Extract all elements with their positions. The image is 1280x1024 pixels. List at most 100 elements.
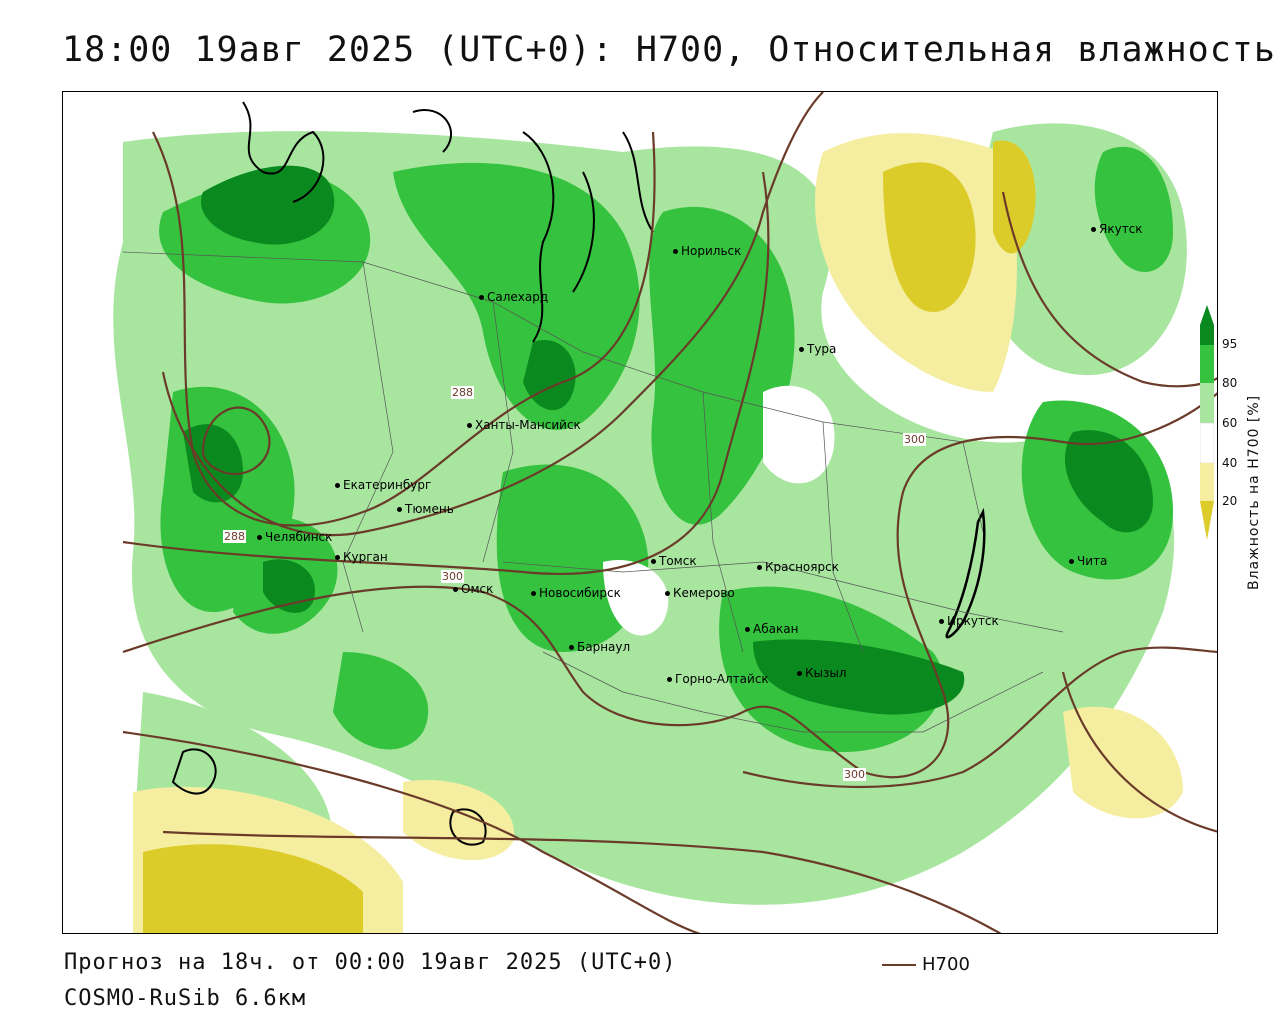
city-marker — [453, 587, 458, 592]
model-info: COSMO-RuSib 6.6км — [64, 986, 307, 1011]
humidity-field-medium — [393, 162, 640, 430]
humidity-field-dark — [183, 424, 243, 503]
city-label: Новосибирск — [531, 586, 621, 600]
city-marker — [797, 671, 802, 676]
city-marker — [673, 249, 678, 254]
city-name: Тура — [807, 342, 837, 356]
colorbar-segment — [1200, 501, 1214, 540]
colorbar-tick: 40 — [1222, 456, 1238, 470]
humidity-field-dark — [753, 639, 965, 715]
city-marker — [531, 591, 536, 596]
city-marker — [257, 535, 262, 540]
city-name: Абакан — [753, 622, 799, 636]
region-borders — [122, 251, 1064, 733]
colorbar-segment — [1200, 345, 1214, 383]
colorbar-tick: 95 — [1222, 337, 1238, 351]
city-name: Красноярск — [765, 560, 839, 574]
city-marker — [665, 591, 670, 596]
city-name: Тюмень — [405, 502, 454, 516]
forecast-info: Прогноз на 18ч. от 00:00 19авг 2025 (UTC… — [64, 950, 677, 975]
city-label: Барнаул — [569, 640, 630, 654]
humidity-field-dark — [201, 165, 335, 245]
dry-field — [143, 844, 363, 933]
city-marker — [939, 619, 944, 624]
city-name: Иркутск — [947, 614, 999, 628]
isoline-label: 300 — [843, 768, 866, 781]
isoline-label: 288 — [451, 386, 474, 399]
city-label: Абакан — [745, 622, 798, 636]
colorbar-tick: 20 — [1222, 494, 1238, 508]
city-marker — [745, 627, 750, 632]
humidity-field-dark — [263, 559, 315, 613]
city-label: Кызыл — [797, 666, 847, 680]
contour-legend-swatch — [882, 964, 916, 966]
city-name: Кызыл — [805, 666, 847, 680]
city-name: Барнаул — [577, 640, 631, 654]
h700-contour — [122, 171, 770, 575]
city-label: Кемерово — [665, 586, 735, 600]
h700-contour — [1001, 191, 1217, 388]
city-marker — [569, 645, 574, 650]
city-label: Ханты-Мансийск — [467, 418, 581, 432]
city-label: Красноярск — [757, 560, 839, 574]
city-label: Омск — [453, 582, 493, 596]
h700-contour — [152, 131, 656, 527]
h700-contour — [161, 92, 824, 537]
dry-field-light — [1063, 706, 1183, 819]
city-marker — [479, 295, 484, 300]
city-marker — [335, 555, 340, 560]
h700-contour — [1061, 671, 1217, 833]
low-humidity-area — [603, 560, 669, 636]
city-label: Горно-Алтайск — [667, 672, 769, 686]
city-marker — [757, 565, 762, 570]
lake-baikal — [945, 507, 986, 639]
city-label: Курган — [335, 550, 388, 564]
coastline — [242, 101, 654, 343]
aral-sea — [449, 808, 487, 846]
colorbar-segment — [1200, 463, 1214, 501]
isoline-label: 300 — [441, 570, 464, 583]
city-marker — [1069, 559, 1074, 564]
colorbar-tick: 60 — [1222, 416, 1238, 430]
city-label: Томск — [651, 554, 697, 568]
dry-field — [883, 162, 976, 312]
city-marker — [651, 559, 656, 564]
caspian-sea — [171, 748, 217, 795]
city-name: Курган — [343, 550, 388, 564]
h700-contour — [201, 406, 271, 475]
city-name: Челябинск — [265, 530, 333, 544]
city-name: Салехард — [487, 290, 549, 304]
h700-contour — [122, 730, 701, 933]
colorbar-segment — [1200, 325, 1214, 345]
city-marker — [667, 677, 672, 682]
h700-contour — [162, 830, 1002, 933]
city-name: Омск — [461, 582, 494, 596]
colorbar-segment — [1200, 305, 1214, 325]
city-label: Тюмень — [397, 502, 454, 516]
low-humidity-area — [763, 385, 835, 484]
map-title: 18:00 19авг 2025 (UTC+0): H700, Относите… — [62, 30, 1276, 70]
city-label: Салехард — [479, 290, 548, 304]
dry-field-light — [403, 780, 515, 861]
contour-legend-label: H700 — [922, 954, 970, 975]
colorbar-title: Влажность на H700 [%] — [1246, 394, 1262, 590]
colorbar — [1200, 305, 1214, 540]
city-label: Норильск — [673, 244, 741, 258]
humidity-field-medium — [333, 652, 429, 750]
city-marker — [467, 423, 472, 428]
isoline-label: 300 — [903, 433, 926, 446]
humidity-field-dark — [523, 340, 576, 411]
city-name: Норильск — [681, 244, 742, 258]
city-marker — [1091, 227, 1096, 232]
colorbar-segment — [1200, 422, 1214, 464]
city-name: Новосибирск — [539, 586, 621, 600]
city-marker — [397, 507, 402, 512]
city-label: Челябинск — [257, 530, 332, 544]
colorbar-segment — [1200, 383, 1214, 423]
map-canvas — [113, 92, 1217, 933]
city-label: Екатеринбург — [335, 478, 431, 492]
humidity-field-dark — [1064, 430, 1153, 533]
city-label: Якутск — [1091, 222, 1143, 236]
humidity-field-medium — [1094, 146, 1173, 272]
colorbar-tick: 80 — [1222, 376, 1238, 390]
